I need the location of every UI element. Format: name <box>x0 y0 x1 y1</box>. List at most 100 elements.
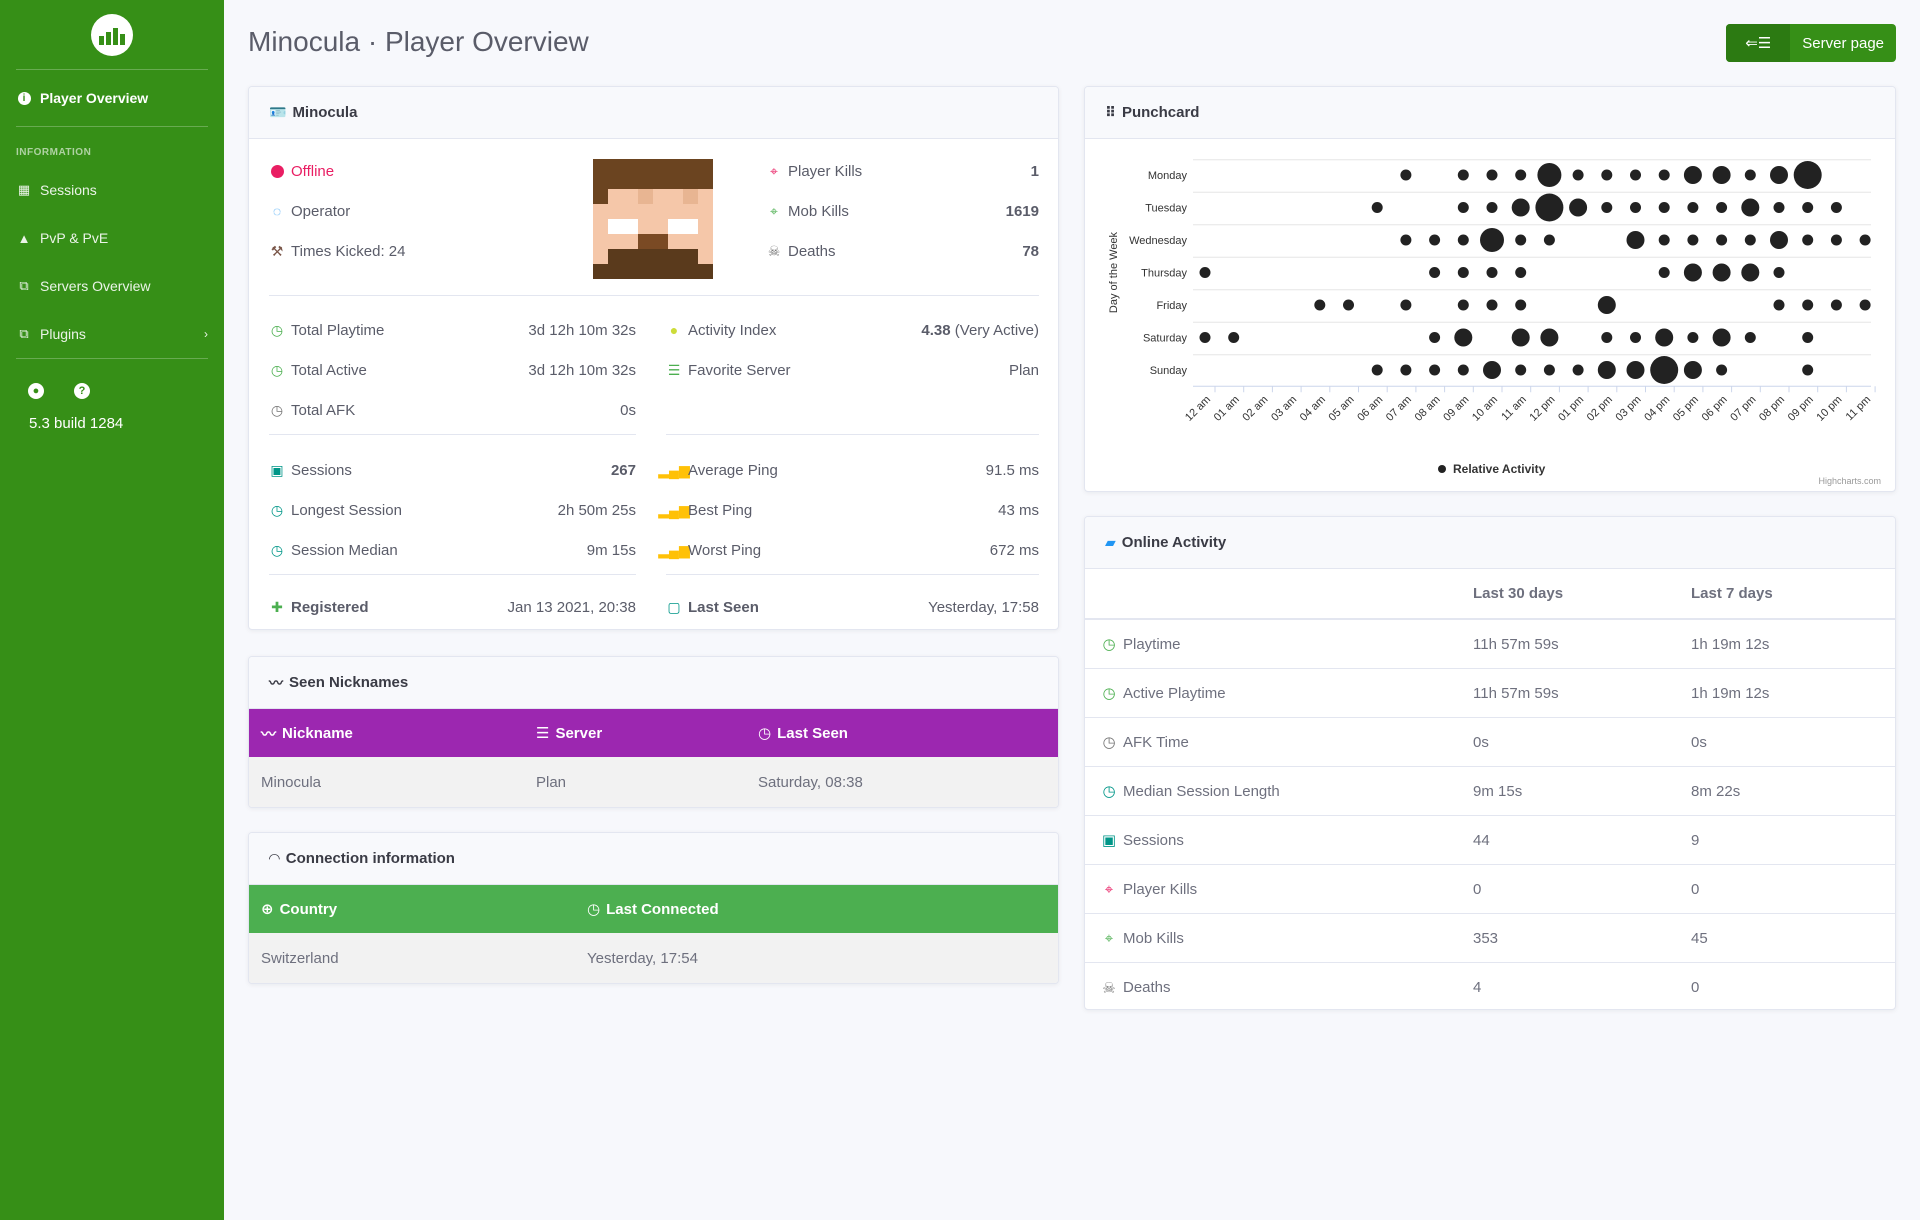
y-tick-label: Thursday <box>1141 268 1187 280</box>
punchcard-bubble <box>1480 228 1504 252</box>
value: 2h 50m 25s <box>557 501 636 519</box>
signature-icon: 〰 <box>261 725 277 743</box>
x-tick-label: 05 am <box>1327 394 1357 424</box>
table-header: ⊕ Country ◷ Last Connected <box>249 885 1058 933</box>
x-tick-label: 04 am <box>1298 394 1328 424</box>
column-label: Last Seen <box>777 724 848 742</box>
cell-metric: ☠ Deaths <box>1085 979 1461 997</box>
punchcard-bubble <box>1802 364 1814 376</box>
sidebar-item-servers-overview[interactable]: ⧉ Servers Overview <box>0 262 224 310</box>
x-tick-label: 11 am <box>1499 394 1529 424</box>
y-tick-label: Tuesday <box>1145 203 1187 215</box>
y-tick-label: Wednesday <box>1129 235 1187 247</box>
column-header-country[interactable]: ⊕ Country <box>249 900 575 919</box>
label: Total Playtime <box>291 321 385 339</box>
info-circle-icon: i <box>16 91 32 105</box>
clock-icon: ◷ <box>758 725 772 742</box>
punchcard-bubble <box>1454 328 1473 347</box>
table-row: ◷ Playtime 11h 57m 59s 1h 19m 12s <box>1085 620 1895 669</box>
cell-last-7-days: 0s <box>1691 733 1707 751</box>
table-row: ◷ Median Session Length 9m 15s 8m 22s <box>1085 767 1895 816</box>
deaths-row: ☠ Deaths 78 <box>766 231 1039 271</box>
server-page-button[interactable]: ⇐☰ Server page <box>1726 24 1896 62</box>
column-label: Country <box>279 900 338 918</box>
column-header-server[interactable]: ☰ Server <box>524 724 746 743</box>
y-tick-label: Friday <box>1156 300 1187 312</box>
x-tick-label: 10 am <box>1470 394 1500 424</box>
cell-last-30-days: 4 <box>1473 979 1482 996</box>
palette-icon[interactable]: ● <box>28 383 44 399</box>
total-playtime-row: ◷ Total Playtime 3d 12h 10m 32s <box>269 310 636 350</box>
column-header-nickname[interactable]: 〰 Nickname <box>249 723 524 744</box>
cell-last-7-days: 0 <box>1691 880 1700 898</box>
punchcard-bubble <box>1486 267 1498 278</box>
punchcard-bubble <box>1569 198 1588 217</box>
punchcard-bubble <box>1371 202 1383 213</box>
x-tick-label: 07 pm <box>1728 394 1758 424</box>
legend-marker <box>1438 465 1446 473</box>
mob-kills-row: ⌖ Mob Kills 1619 <box>766 191 1039 231</box>
metric-label: Sessions <box>1123 831 1184 849</box>
total-afk-row: ◷ Total AFK 0s <box>269 390 636 430</box>
clock-icon: ◷ <box>270 501 284 518</box>
worst-ping-row: ▂▄▆ Worst Ping 672 ms <box>658 530 1039 570</box>
card-header: ▰ Online Activity <box>1085 517 1895 569</box>
punchcard-bubble <box>1515 299 1527 311</box>
question-circle-icon[interactable]: ? <box>74 383 90 399</box>
punchcard-bubble <box>1400 299 1412 311</box>
sidebar-item-pvp-pve[interactable]: ▲ PvP & PvE <box>0 214 224 262</box>
label: Sessions <box>291 461 352 479</box>
value: 3d 12h 10m 32s <box>528 321 636 339</box>
signal-icon: ▂▄▆ <box>658 461 690 478</box>
punchcard-bubble <box>1429 364 1441 376</box>
punchcard-bubble <box>1658 234 1670 246</box>
punchcard-bubble <box>1400 169 1412 181</box>
punchcard-bubble <box>1601 202 1613 213</box>
column-header-last-connected[interactable]: ◷ Last Connected <box>575 900 719 919</box>
punchcard-bubble <box>1630 169 1641 181</box>
column-header-last-seen[interactable]: ◷ Last Seen <box>746 724 848 743</box>
braille-icon: ⠿ <box>1105 104 1116 120</box>
label: Last Seen <box>688 598 759 616</box>
bar-chart-icon[interactable] <box>91 13 133 56</box>
activity-index-row: ● Activity Index 4.38 (Very Active) <box>666 310 1039 350</box>
ring-icon: ◌ <box>272 203 282 219</box>
punchcard-bubble <box>1511 328 1530 347</box>
punchcard-bubble <box>1658 202 1670 213</box>
globe-icon: ⊕ <box>261 901 274 918</box>
clock-icon: ◷ <box>587 901 601 918</box>
cell-last-7-days: 1h 19m 12s <box>1691 635 1770 653</box>
x-tick-label: 09 pm <box>1786 394 1816 424</box>
card-title: Punchcard <box>1121 104 1200 121</box>
metric-label: Player Kills <box>1123 880 1198 898</box>
value: Yesterday, 17:58 <box>928 598 1039 616</box>
y-tick-label: Saturday <box>1143 333 1188 345</box>
value: 1 <box>1030 162 1039 180</box>
cell-last-7-days: 8m 22s <box>1691 782 1741 800</box>
online-activity-card: ▰ Online Activity Last 30 days Last 7 da… <box>1084 516 1896 1010</box>
punchcard-bubble <box>1515 364 1527 376</box>
chart-credit: Highcharts.com <box>1818 476 1881 486</box>
column-label: Nickname <box>282 724 353 742</box>
punchcard-bubble <box>1601 169 1613 181</box>
sidebar-item-label: Servers Overview <box>40 278 151 294</box>
times-kicked-text: Times Kicked: 24 <box>291 242 406 260</box>
cell-nickname: Minocula <box>261 773 322 791</box>
punchcard-bubble <box>1400 364 1412 376</box>
cell-last-7-days: 1h 19m 12s <box>1691 684 1770 702</box>
book-open-icon: ▰ <box>1105 534 1116 550</box>
punchcard-bubble <box>1770 166 1788 184</box>
punchcard-bubble <box>1199 267 1211 278</box>
value: 91.5 ms <box>985 461 1039 479</box>
circle-icon <box>269 164 285 178</box>
card-title: Seen Nicknames <box>289 674 409 691</box>
punchcard-bubble <box>1515 234 1527 246</box>
sidebar-item-sessions[interactable]: ▦ Sessions <box>0 166 224 214</box>
calendar-icon: ▣ <box>1101 832 1117 849</box>
x-tick-label: 05 pm <box>1671 394 1701 424</box>
punchcard-bubble <box>1626 231 1645 249</box>
sidebar-item-plugins[interactable]: ⧉ Plugins › <box>0 310 224 358</box>
punchcard-bubble <box>1597 296 1616 314</box>
sidebar-item-player-overview[interactable]: i Player Overview <box>0 70 224 126</box>
card-header: 🪪 Minocula <box>249 87 1058 139</box>
